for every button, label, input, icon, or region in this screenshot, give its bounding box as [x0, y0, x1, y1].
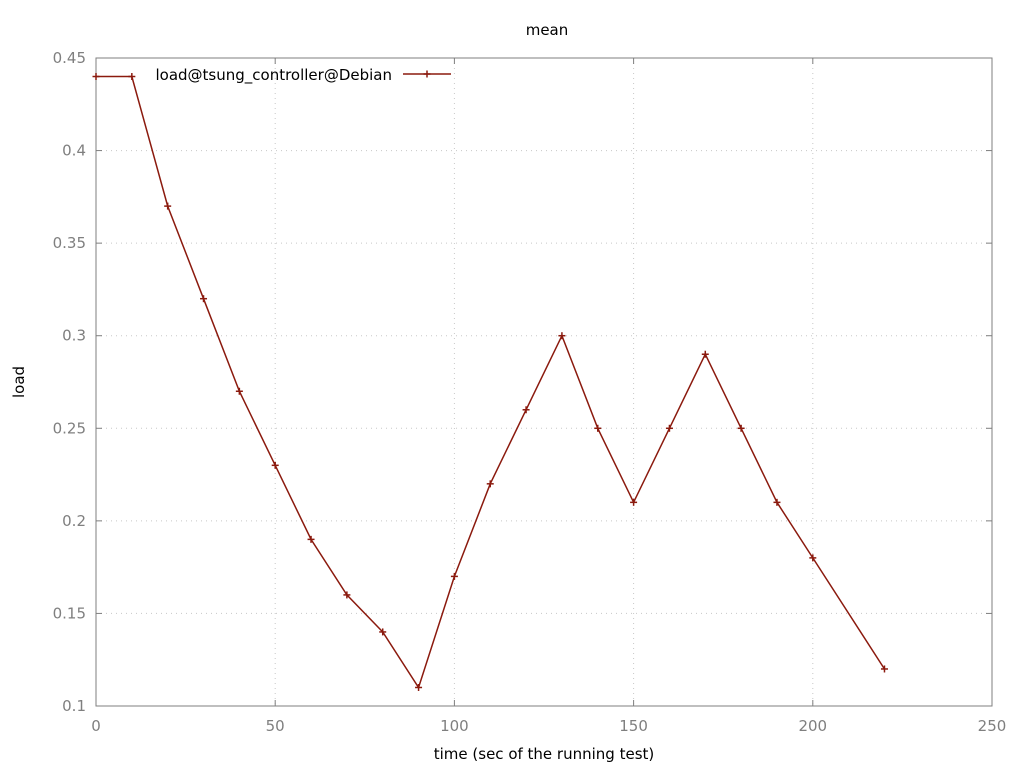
- data-point: [200, 295, 208, 303]
- data-point: [701, 350, 709, 358]
- x-tick-label: 50: [266, 717, 285, 735]
- data-point: [379, 628, 387, 636]
- data-point: [235, 387, 243, 395]
- x-tick-label: 100: [440, 717, 469, 735]
- data-point: [880, 665, 888, 673]
- y-tick-label: 0.15: [53, 604, 86, 622]
- data-point: [164, 202, 172, 210]
- data-point: [307, 535, 315, 543]
- data-point: [486, 480, 494, 488]
- series-layer: [92, 73, 888, 691]
- y-tick-label: 0.4: [62, 142, 86, 160]
- x-tick-label: 0: [91, 717, 101, 735]
- x-tick-label: 250: [978, 717, 1007, 735]
- x-tick-label: 150: [619, 717, 648, 735]
- y-tick-label: 0.3: [62, 327, 86, 345]
- y-tick-label: 0.1: [62, 697, 86, 715]
- chart-title: mean: [526, 21, 569, 39]
- data-point: [630, 498, 638, 506]
- data-point: [809, 554, 817, 562]
- y-tick-label: 0.25: [53, 419, 86, 437]
- y-tick-label: 0.2: [62, 512, 86, 530]
- data-point: [522, 406, 530, 414]
- data-point: [450, 572, 458, 580]
- y-axis-label: load: [10, 366, 28, 398]
- plot-frame: [95, 57, 993, 707]
- data-point: [128, 73, 136, 81]
- axis-ticks: 0 50 100 150 200 250 0.1 0.15 0.2 0.25 0.3 0.35 0.4 0…: [53, 49, 1007, 735]
- data-point: [343, 591, 351, 599]
- legend: load@tsung_controller@Debian: [155, 66, 451, 85]
- legend-marker: [423, 70, 431, 78]
- data-point: [271, 461, 279, 469]
- series-line: [96, 75, 886, 690]
- data-point: [92, 73, 100, 81]
- data-point: [737, 424, 745, 432]
- y-tick-label: 0.35: [53, 234, 86, 252]
- legend-label: load@tsung_controller@Debian: [155, 66, 392, 85]
- data-point: [594, 424, 602, 432]
- y-tick-label: 0.45: [53, 49, 86, 67]
- data-point: [558, 332, 566, 340]
- data-point: [665, 424, 673, 432]
- grid: [96, 58, 992, 706]
- legend-marker-plus: [423, 70, 431, 78]
- data-point: [415, 683, 423, 691]
- data-point: [773, 498, 781, 506]
- x-axis-label: time (sec of the running test): [434, 745, 655, 763]
- x-tick-label: 200: [798, 717, 827, 735]
